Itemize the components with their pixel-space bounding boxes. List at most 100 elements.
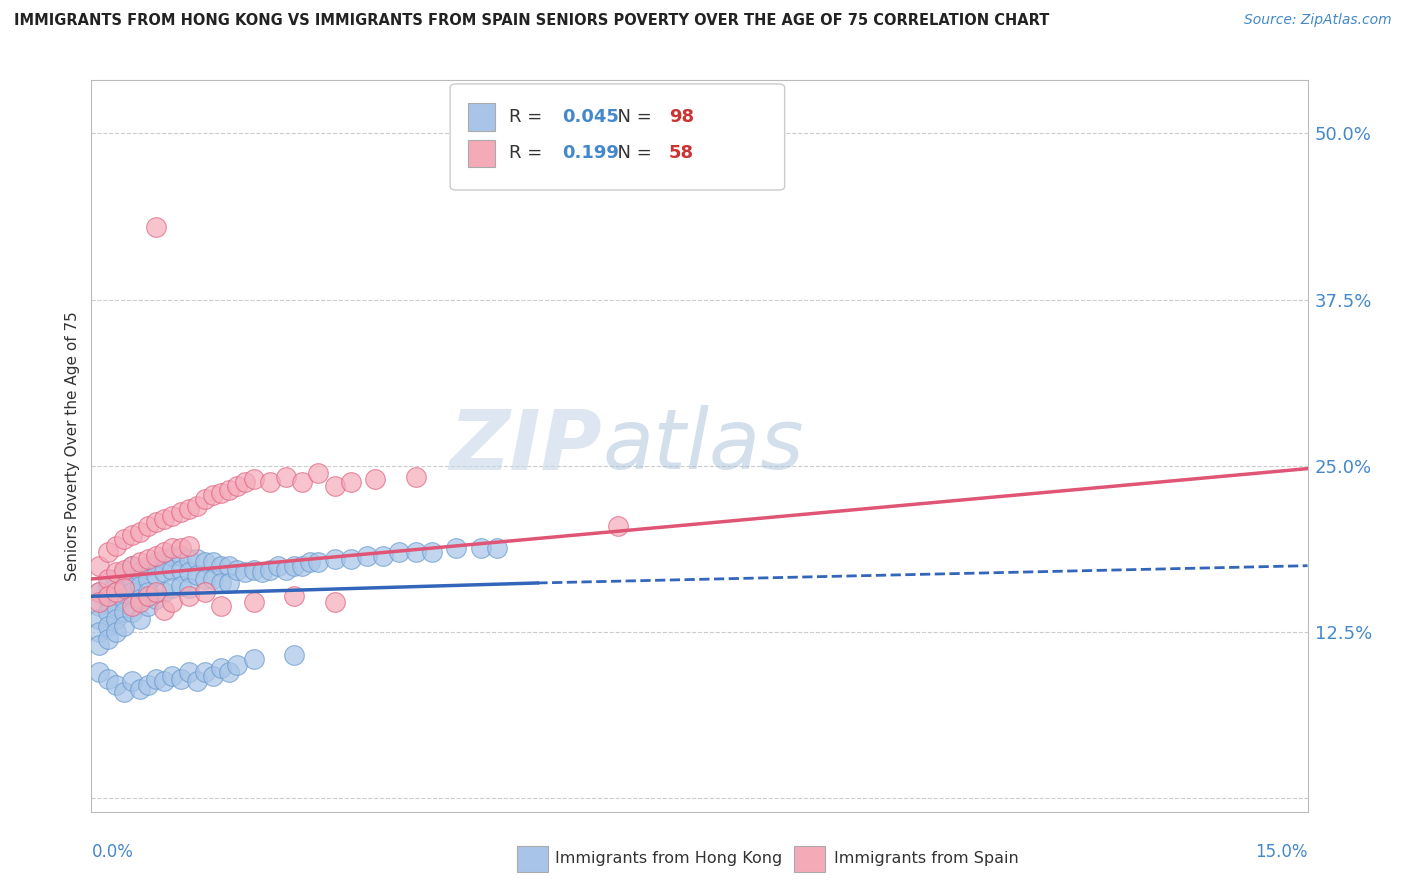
Point [169,672,191,686]
Point [153,512,176,526]
Point [112,618,135,632]
Point [129,579,152,593]
Point [194,492,217,507]
FancyBboxPatch shape [450,84,785,190]
Point [283,589,305,603]
Point [121,528,143,542]
Point [104,585,127,599]
Point [226,479,249,493]
Point [112,566,135,580]
Point [89,599,111,613]
Point [364,472,387,486]
Point [97,589,120,603]
Point [162,594,184,608]
Point [136,552,159,566]
Point [145,219,167,234]
Text: ZIP: ZIP [450,406,602,486]
Point [186,552,208,566]
Point [299,555,322,569]
Point [129,682,152,697]
Point [218,558,240,573]
Point [202,488,225,502]
Point [242,472,264,486]
Point [104,678,127,692]
Point [209,576,232,591]
Point [235,475,257,489]
Point [136,572,159,586]
Point [177,552,200,566]
Point [97,579,120,593]
Point [121,585,143,599]
Point [274,469,297,483]
Point [218,665,240,679]
Point [112,605,135,619]
Point [129,594,152,608]
Point [162,563,184,577]
Text: 0.0%: 0.0% [91,843,134,861]
Point [89,594,111,608]
Point [202,669,225,683]
Point [136,599,159,613]
Point [145,672,167,686]
Point [136,589,159,603]
Point [145,585,167,599]
Point [235,566,257,580]
Point [162,582,184,596]
Text: 0.199: 0.199 [562,145,619,162]
Text: Immigrants from Hong Kong: Immigrants from Hong Kong [555,851,783,865]
Point [153,602,176,616]
FancyBboxPatch shape [468,103,495,131]
Point [202,572,225,586]
Point [323,479,346,493]
Point [136,558,159,573]
Point [162,509,184,524]
Point [259,475,281,489]
Point [283,648,305,662]
Point [186,499,208,513]
Y-axis label: Seniors Poverty Over the Age of 75: Seniors Poverty Over the Age of 75 [65,311,80,581]
Point [112,532,135,546]
Point [89,585,111,599]
Point [226,658,249,673]
Point [177,582,200,596]
Point [607,518,630,533]
Point [97,618,120,632]
Text: 98: 98 [669,108,695,126]
Point [259,563,281,577]
Point [307,555,329,569]
Point [177,501,200,516]
Point [104,585,127,599]
Point [153,674,176,689]
Point [405,469,427,483]
Text: IMMIGRANTS FROM HONG KONG VS IMMIGRANTS FROM SPAIN SENIORS POVERTY OVER THE AGE : IMMIGRANTS FROM HONG KONG VS IMMIGRANTS … [14,13,1049,29]
Point [283,558,305,573]
Point [274,563,297,577]
Point [194,555,217,569]
Text: 15.0%: 15.0% [1256,843,1308,861]
Point [121,572,143,586]
Point [169,541,191,556]
Point [89,639,111,653]
Point [145,549,167,564]
Point [145,515,167,529]
Point [250,566,273,580]
Point [97,545,120,559]
Point [209,599,232,613]
Point [291,558,314,573]
Point [177,589,200,603]
Text: N =: N = [606,145,658,162]
Point [162,549,184,564]
Point [323,552,346,566]
Point [97,605,120,619]
Point [121,674,143,689]
Point [145,555,167,569]
Point [129,555,152,569]
Point [162,541,184,556]
Point [112,563,135,577]
Point [89,558,111,573]
Point [129,566,152,580]
Point [136,518,159,533]
Point [242,652,264,666]
Point [112,685,135,699]
Point [97,591,120,606]
